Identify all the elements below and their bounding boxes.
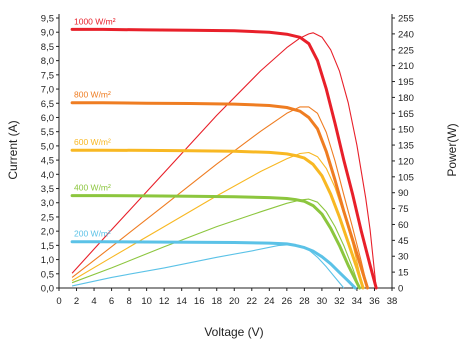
- current-curves: [70, 27, 378, 290]
- y-right-tick-label: 15: [398, 268, 409, 279]
- x-tick-label: 26: [282, 296, 293, 307]
- y-right-tick-label: 75: [398, 204, 409, 215]
- y-axis-title-right: Power(W): [445, 123, 459, 176]
- y-left-tick-label: 0,0: [41, 284, 54, 295]
- curve-labels: 1000 W/m² 800 W/m² 600 W/m² 400 W/m² 200 W/m…: [74, 16, 116, 238]
- curve-label-400: 400 W/m²: [74, 183, 111, 193]
- x-tick-label: 22: [247, 296, 258, 307]
- y-left-tick-label: 1,0: [41, 255, 54, 266]
- x-tick-label: 14: [176, 296, 187, 307]
- y-left-tick-label: 5,5: [41, 127, 54, 138]
- x-tick-label: 2: [74, 296, 79, 307]
- y-left-tick-label: 5,0: [41, 141, 54, 152]
- x-tick-label: 20: [229, 296, 240, 307]
- x-tick-label: 36: [369, 296, 380, 307]
- x-tick-label: 32: [334, 296, 345, 307]
- x-tick-label: 24: [264, 296, 275, 307]
- y-right-tick-label: 150: [398, 125, 414, 136]
- y-right-tick-label: 255: [398, 14, 414, 25]
- y-axis-title-left: Current (A): [6, 120, 20, 179]
- y-left-tick-label: 1,5: [41, 241, 54, 252]
- y-right-tick-label: 60: [398, 220, 409, 231]
- y-right-tick-label: 210: [398, 61, 414, 72]
- y-right-tick-label: 45: [398, 236, 409, 247]
- y-left-tick-label: 2,0: [41, 227, 54, 238]
- power-curve-200: [71, 244, 345, 289]
- current-curve-400: [70, 194, 362, 290]
- y-left-tick-label: 4,5: [41, 156, 54, 167]
- y-right-tick-label: 180: [398, 93, 414, 104]
- x-tick-label: 18: [211, 296, 222, 307]
- y-left-tick-label: 9,0: [41, 28, 54, 39]
- x-tick-label: 12: [159, 296, 170, 307]
- y-right-tick-label: 30: [398, 252, 409, 263]
- x-tick-label: 4: [91, 296, 96, 307]
- power-curve-800: [71, 106, 369, 289]
- y-right-tick-label: 225: [398, 45, 414, 56]
- curve-label-800: 800 W/m²: [74, 90, 111, 100]
- y-left-tick-label: 8,5: [41, 42, 54, 53]
- axes: [58, 14, 393, 289]
- y-right-tick-label: 195: [398, 77, 414, 88]
- y-right-tick-label: 240: [398, 29, 414, 40]
- ticks: 0 2 4 6 8 10 12 14 16 18 20 22 24 26 28 30 32 34 36 380,00,…: [41, 14, 414, 308]
- y-right-tick-label: 90: [398, 188, 409, 199]
- x-tick-label: 16: [194, 296, 205, 307]
- y-right-tick-label: 135: [398, 141, 414, 152]
- y-right-tick-label: 120: [398, 156, 414, 167]
- power-curves: [71, 32, 377, 289]
- y-right-tick-label: 105: [398, 172, 414, 183]
- x-axis-title: Voltage (V): [204, 325, 263, 339]
- current-curve-800: [70, 101, 369, 290]
- x-tick-label: 8: [126, 296, 131, 307]
- y-left-tick-label: 6,0: [41, 113, 54, 124]
- y-right-tick-label: 165: [398, 109, 414, 120]
- y-left-tick-label: 0,5: [41, 269, 54, 280]
- power-curve-1000: [71, 32, 377, 289]
- y-left-tick-label: 4,0: [41, 170, 54, 181]
- x-tick-label: 34: [352, 296, 363, 307]
- x-tick-label: 38: [387, 296, 398, 307]
- y-left-tick-label: 6,5: [41, 99, 54, 110]
- current-curve-200: [70, 240, 357, 290]
- y-left-tick-label: 3,0: [41, 198, 54, 209]
- y-left-tick-label: 2,5: [41, 212, 54, 223]
- current-curve-1000: [70, 27, 378, 290]
- x-tick-label: 6: [109, 296, 114, 307]
- curve-label-200: 200 W/m²: [74, 229, 111, 239]
- y-left-tick-label: 8,0: [41, 56, 54, 67]
- x-tick-label: 10: [141, 296, 152, 307]
- curve-label-1000: 1000 W/m²: [74, 16, 116, 26]
- x-tick-label: 30: [317, 296, 328, 307]
- x-tick-label: 0: [56, 296, 61, 307]
- x-tick-label: 28: [299, 296, 310, 307]
- y-left-tick-label: 3,5: [41, 184, 54, 195]
- curve-label-600: 600 W/m²: [74, 137, 111, 147]
- y-right-tick-label: 0: [398, 284, 403, 295]
- y-left-tick-label: 7,0: [41, 85, 54, 96]
- current-curve-600: [70, 148, 365, 290]
- y-left-tick-label: 7,5: [41, 70, 54, 81]
- y-left-tick-label: 9,5: [41, 14, 54, 25]
